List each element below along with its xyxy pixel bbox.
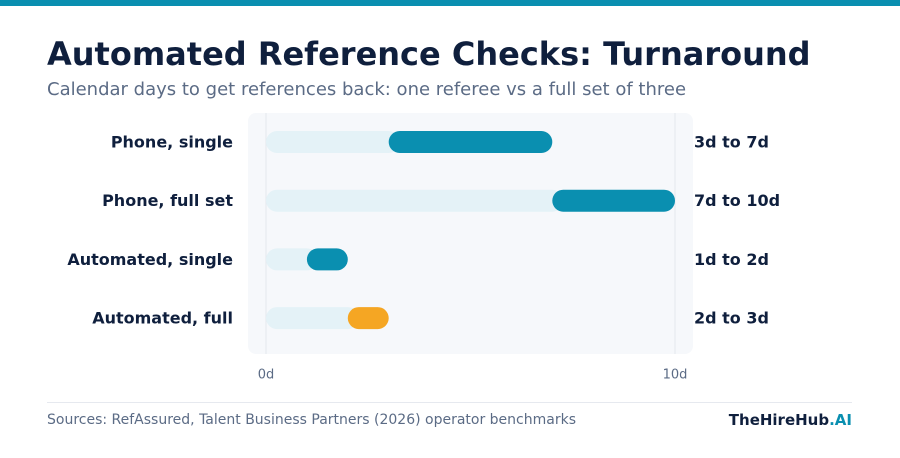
brand-logo: TheHireHub.AI <box>729 411 852 429</box>
range-bar <box>347 307 389 330</box>
lead-in-track <box>266 248 318 271</box>
lead-in-track <box>266 307 359 330</box>
range-value-label: 2d to 3d <box>694 309 769 328</box>
top-accent-bar <box>0 0 900 6</box>
range-bar <box>552 189 675 212</box>
category-label: Automated, full <box>92 309 233 328</box>
category-label: Phone, full set <box>102 191 233 210</box>
brand-suffix: .AI <box>829 411 852 429</box>
brand-name: TheHireHub <box>728 411 830 429</box>
chart-title: Automated Reference Checks: Turnaround <box>47 35 811 73</box>
range-bar-chart: Phone, single 3d to 7d Phone, full set 7d t… <box>67 113 780 383</box>
x-tick-label: 10d <box>663 368 688 383</box>
source-note: Sources: RefAssured, Talent Business Par… <box>47 412 576 428</box>
x-tick-label: 0d <box>258 368 275 383</box>
lead-in-track <box>266 131 400 153</box>
plot-area <box>248 113 693 354</box>
range-value-label: 1d to 2d <box>694 250 769 269</box>
chart-subtitle: Calendar days to get references back: on… <box>47 79 687 100</box>
category-label: Phone, single <box>111 133 233 152</box>
range-bar <box>306 248 348 271</box>
range-value-label: 3d to 7d <box>694 133 769 152</box>
lead-in-track <box>266 189 564 212</box>
range-value-label: 7d to 10d <box>694 191 780 210</box>
category-label: Automated, single <box>67 250 233 269</box>
range-bar <box>388 131 553 153</box>
footer-divider <box>47 402 852 403</box>
